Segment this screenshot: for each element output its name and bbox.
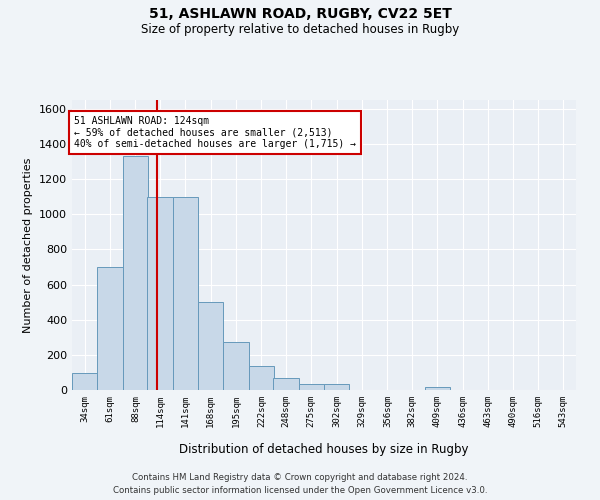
Text: 51, ASHLAWN ROAD, RUGBY, CV22 5ET: 51, ASHLAWN ROAD, RUGBY, CV22 5ET: [149, 8, 451, 22]
Bar: [147, 196, 173, 390]
Bar: [223, 342, 249, 390]
Bar: [299, 384, 324, 390]
Bar: [72, 374, 97, 390]
Bar: [123, 156, 148, 390]
Text: Distribution of detached houses by size in Rugby: Distribution of detached houses by size …: [179, 442, 469, 456]
Y-axis label: Number of detached properties: Number of detached properties: [23, 158, 34, 332]
Text: 51 ASHLAWN ROAD: 124sqm
← 59% of detached houses are smaller (2,513)
40% of semi: 51 ASHLAWN ROAD: 124sqm ← 59% of detache…: [74, 116, 356, 149]
Bar: [198, 302, 223, 390]
Bar: [249, 366, 274, 390]
Text: Size of property relative to detached houses in Rugby: Size of property relative to detached ho…: [141, 22, 459, 36]
Bar: [324, 384, 349, 390]
Bar: [425, 388, 450, 390]
Bar: [97, 267, 123, 390]
Bar: [173, 196, 198, 390]
Text: Contains HM Land Registry data © Crown copyright and database right 2024.
Contai: Contains HM Land Registry data © Crown c…: [113, 474, 487, 495]
Bar: [273, 378, 299, 390]
